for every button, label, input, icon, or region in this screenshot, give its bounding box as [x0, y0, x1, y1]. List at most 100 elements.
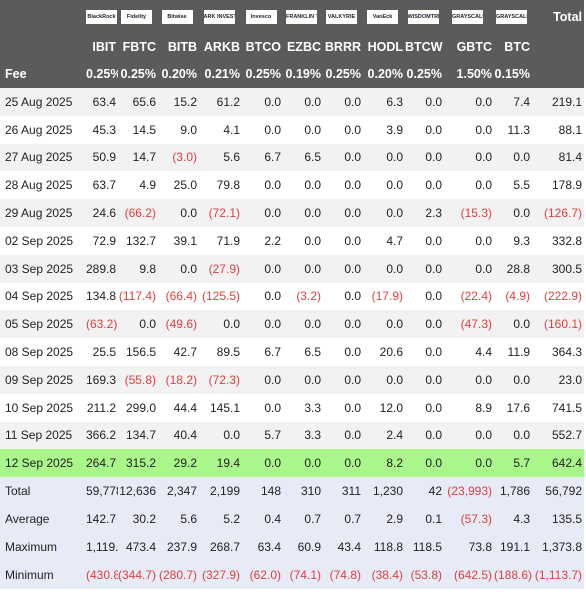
- table-row: 10 Sep 2025 211.2 299.0 44.4 145.1 0.0 3.3 0.0 1…: [0, 394, 584, 422]
- table-row: Average 142.7 30.2 5.6 5.2 0.4 0.7 0.7 2.9 0.1 (57…: [0, 505, 584, 534]
- flow-value: 4.4: [475, 345, 492, 360]
- flow-value: 71.9: [216, 233, 240, 248]
- flow-value: (344.7): [118, 561, 158, 590]
- flow-value: 332.8: [551, 233, 582, 248]
- flow-value: 0.0: [264, 400, 281, 415]
- table-row: 26 Aug 2025 45.3 14.5 9.0 4.1 0.0 0.0 0.0 3.9 0.0…: [0, 116, 584, 144]
- table-row: Maximum1,119.9473.4237.9268.763.460.943.…: [0, 533, 584, 562]
- flow-value: (15.3): [444, 199, 494, 227]
- flow-value: 135.5: [532, 505, 584, 534]
- flow-value: 45.3: [92, 122, 116, 137]
- table-body: BlackRock Fidelity Bitwise ARK INVEST Invesc…: [0, 0, 584, 590]
- flow-value: 0.7: [283, 505, 323, 534]
- flow-value: 0.0: [444, 421, 494, 450]
- flow-value: 0.0: [304, 178, 321, 193]
- table-row: BlackRock Fidelity Bitwise ARK INVEST Invesc…: [0, 0, 584, 33]
- flow-value: 50.9: [86, 143, 118, 172]
- flow-value: (3.0): [158, 143, 199, 172]
- table-row: 25 Aug 2025 63.4 65.6 15.2 61.2 0.0 0.0 0.0 6.3 0…: [0, 88, 584, 116]
- flow-value: 6.7: [264, 345, 281, 360]
- flow-value: 0.0: [323, 449, 363, 478]
- flow-value: 0.0: [199, 310, 242, 339]
- flow-value: 4.9: [139, 178, 156, 193]
- flow-value: 0.0: [344, 233, 361, 248]
- issuer-cell: VanEck: [363, 0, 405, 33]
- flow-value: 0.0: [363, 310, 405, 339]
- flow-value: 264.7: [86, 449, 118, 478]
- flow-value: 0.0: [494, 421, 532, 450]
- flow-value: (188.6): [494, 561, 532, 590]
- issuer-cell: VALKYRIE: [323, 0, 363, 33]
- issuer-logo: BlackRock: [86, 9, 117, 24]
- flow-value: 0.0: [242, 365, 283, 394]
- flow-value: 0.0: [242, 449, 283, 478]
- table-row: IBIT FBTC BITB ARKB BTCO EZBC BRRR HODL BTCW GBTC…: [0, 33, 584, 60]
- flow-value: (4.9): [505, 289, 530, 304]
- flow-value: 65.6: [118, 88, 158, 116]
- flow-value: 29.2: [158, 449, 199, 478]
- fee: 1.50%: [444, 60, 494, 88]
- flow-value: (126.7): [532, 199, 584, 227]
- flow-value: 0.0: [425, 400, 442, 415]
- flow-value: 0.0: [242, 254, 283, 283]
- flow-value: (47.3): [444, 310, 494, 339]
- flow-value: (57.3): [444, 505, 494, 534]
- row-label: 10 Sep 2025: [5, 400, 74, 415]
- flow-value: (27.9): [199, 254, 242, 283]
- flow-value: 0.0: [475, 122, 492, 137]
- issuer-cell: BlackRock: [86, 0, 118, 33]
- row-label: Average: [0, 505, 86, 534]
- flow-value: (63.2): [86, 310, 118, 339]
- flow-value: 63.7: [92, 178, 116, 193]
- flow-value: 219.1: [532, 88, 584, 116]
- flow-value: 28.8: [494, 254, 532, 283]
- flow-value: 60.9: [283, 533, 323, 562]
- fee: 0.21%: [199, 60, 242, 88]
- flow-value: 132.7: [125, 233, 156, 248]
- issuer-cell: WISDOMTREE: [405, 0, 444, 33]
- flow-value: (66.2): [118, 199, 158, 227]
- issuer-cell: Invesco: [242, 0, 283, 33]
- flow-value: (66.4): [165, 289, 197, 304]
- flow-value: 0.0: [405, 310, 444, 339]
- flow-value: 44.4: [173, 400, 197, 415]
- flow-value: 0.0: [405, 254, 444, 283]
- flow-value: 0.0: [283, 449, 323, 478]
- flow-value: 9.0: [180, 122, 197, 137]
- flow-value: (62.0): [242, 561, 283, 590]
- issuer-logo: FRANKLIN TEMPLETON: [286, 9, 317, 24]
- flow-value: 0.0: [344, 345, 361, 360]
- row-label: 29 Aug 2025: [0, 199, 86, 227]
- flow-value: 0.0: [242, 310, 283, 339]
- flow-value: 169.3: [86, 365, 118, 394]
- flow-value: 7.4: [494, 88, 532, 116]
- flow-value: 0.0: [494, 199, 532, 227]
- flow-value: 178.9: [551, 178, 582, 193]
- flow-value: 23.0: [532, 365, 584, 394]
- table-row: 28 Aug 2025 63.7 4.9 25.0 79.8 0.0 0.0 0.0 0.0 0.…: [0, 171, 584, 199]
- flow-value: 0.0: [344, 400, 361, 415]
- fee: 0.20%: [158, 60, 199, 88]
- issuer-cell: GRAYSCALE: [444, 0, 494, 33]
- flow-value: 0.0: [344, 122, 361, 137]
- flow-value: 0.0: [304, 233, 321, 248]
- issuer-cell: Bitwise: [158, 0, 199, 33]
- flow-value: 6.3: [363, 88, 405, 116]
- flow-value: 552.7: [532, 421, 584, 450]
- ticker: FBTC: [118, 33, 158, 60]
- flow-value: (117.4): [118, 289, 156, 304]
- row-label: 04 Sep 2025: [5, 289, 74, 304]
- flow-value: 0.0: [425, 289, 442, 304]
- flow-value: (53.8): [405, 561, 444, 590]
- flow-value: 14.7: [118, 143, 158, 172]
- ticker: HODL: [363, 33, 405, 60]
- flow-value: 89.5: [216, 345, 240, 360]
- row-label: Maximum: [0, 533, 86, 562]
- flow-value: 0.0: [475, 233, 492, 248]
- ticker: BTCO: [242, 33, 283, 60]
- fee: 0.25%: [242, 60, 283, 88]
- flow-value: 63.4: [86, 88, 118, 116]
- flow-value: (280.7): [158, 561, 199, 590]
- issuer-logo: GRAYSCALE: [496, 9, 527, 24]
- flow-value: 4.3: [494, 505, 532, 534]
